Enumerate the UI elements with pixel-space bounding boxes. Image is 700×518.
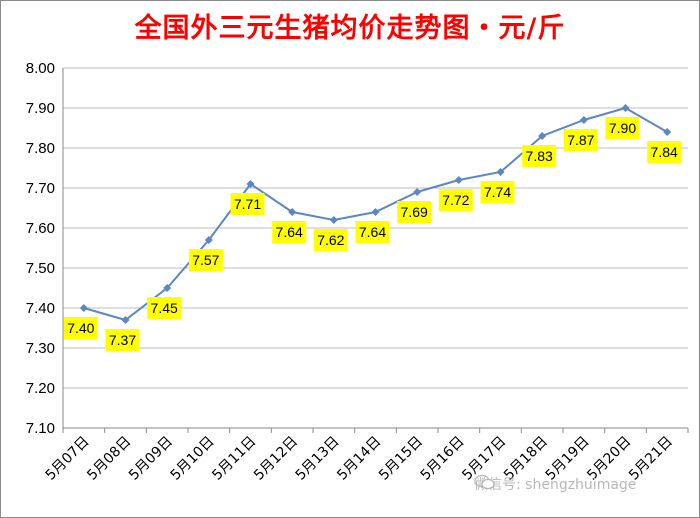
data-label: 7.69 [401, 204, 428, 220]
data-point [413, 188, 422, 196]
x-tick-label: 5月11日 [209, 434, 259, 484]
data-label: 7.37 [109, 332, 136, 348]
data-label: 7.71 [234, 196, 261, 212]
data-point [121, 316, 130, 324]
data-point [371, 208, 380, 216]
data-label-bg [188, 249, 223, 271]
watermark: 微信号: shengzhuimage [474, 474, 636, 494]
y-tick-label: 7.80 [26, 140, 55, 157]
data-label: 7.74 [484, 184, 511, 200]
x-tick-label: 5月12日 [251, 434, 301, 484]
data-label-bg [272, 221, 307, 243]
y-tick-label: 7.50 [26, 260, 55, 277]
watermark-text: 微信号: shengzhuimage [474, 477, 637, 493]
data-point [288, 208, 297, 216]
chart-title: 全国外三元生猪均价走势图・元/斤 [134, 13, 566, 44]
data-label: 7.87 [567, 132, 594, 148]
data-label-bg [355, 221, 390, 243]
data-point [163, 284, 172, 292]
data-label: 7.72 [442, 192, 469, 208]
data-point [204, 236, 213, 244]
data-label-bg [147, 297, 182, 319]
data-label: 7.64 [276, 224, 303, 240]
data-label-bg [230, 193, 265, 215]
data-label-bg [480, 181, 515, 203]
data-point [79, 304, 88, 312]
data-label-bg [63, 317, 98, 339]
data-label-bg [605, 117, 640, 139]
x-tick-label: 5月09日 [126, 434, 176, 484]
data-label: 7.62 [317, 232, 344, 248]
x-tick-label: 5月15日 [376, 434, 426, 484]
data-label-bg [647, 141, 682, 163]
x-tick-label: 5月16日 [418, 434, 468, 484]
data-label: 7.64 [359, 224, 386, 240]
data-label: 7.40 [67, 320, 94, 336]
data-label: 7.57 [192, 252, 219, 268]
y-tick-label: 7.90 [26, 100, 55, 117]
data-point [246, 180, 255, 188]
data-label: 7.90 [609, 120, 636, 136]
data-point [329, 216, 338, 224]
wechat-icon [474, 474, 495, 490]
data-label: 7.83 [526, 148, 553, 164]
data-point [496, 168, 505, 176]
data-label-bg [563, 129, 598, 151]
x-tick-label: 5月13日 [293, 434, 343, 484]
y-tick-label: 7.40 [26, 300, 55, 317]
y-tick-label: 7.30 [26, 340, 55, 357]
x-tick-label: 5月14日 [334, 434, 384, 484]
data-label: 7.84 [651, 144, 678, 160]
x-tick-label: 5月07日 [43, 434, 93, 484]
y-tick-label: 7.60 [26, 220, 55, 237]
y-tick-label: 7.10 [26, 420, 55, 437]
data-label: 7.45 [151, 300, 178, 316]
y-tick-label: 7.70 [26, 180, 55, 197]
data-label-bg [522, 145, 557, 167]
y-tick-label: 8.00 [26, 60, 55, 77]
data-label-bg [397, 201, 432, 223]
x-tick-label: 5月08日 [84, 434, 134, 484]
data-label-bg [313, 229, 348, 251]
data-point [579, 116, 588, 124]
data-label-bg [105, 329, 140, 351]
y-tick-label: 7.20 [26, 380, 55, 397]
data-label-bg [438, 189, 473, 211]
x-tick-label: 5月10日 [168, 434, 218, 484]
data-point [538, 132, 547, 140]
data-point [621, 104, 630, 112]
data-point [454, 176, 463, 184]
data-point [663, 128, 672, 136]
